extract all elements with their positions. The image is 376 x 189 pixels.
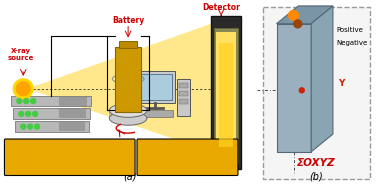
Bar — [59, 97, 86, 105]
Bar — [216, 32, 236, 159]
Circle shape — [299, 88, 304, 93]
Bar — [214, 28, 238, 163]
Text: Electrochemical
performance test system: Electrochemical performance test system — [15, 147, 124, 168]
Polygon shape — [276, 24, 311, 152]
Bar — [11, 96, 91, 106]
Text: Y: Y — [338, 79, 345, 88]
Bar — [179, 91, 188, 96]
Circle shape — [26, 111, 31, 116]
Bar — [263, 7, 370, 179]
Bar — [109, 110, 147, 118]
Bar — [15, 121, 88, 132]
Circle shape — [24, 99, 29, 104]
Text: X: X — [323, 56, 329, 65]
Bar — [59, 122, 85, 131]
Bar — [136, 74, 172, 100]
Polygon shape — [311, 6, 333, 152]
Ellipse shape — [109, 104, 147, 117]
Text: Z: Z — [296, 36, 302, 45]
Text: Computer
Imaging System: Computer Imaging System — [153, 147, 222, 168]
Circle shape — [17, 99, 22, 104]
Circle shape — [31, 99, 36, 104]
Text: X-ray
source: X-ray source — [8, 48, 35, 61]
Bar — [133, 71, 174, 103]
Bar — [179, 83, 188, 88]
Bar — [177, 79, 191, 116]
Polygon shape — [276, 6, 333, 24]
Circle shape — [288, 10, 299, 20]
Circle shape — [294, 20, 302, 28]
Polygon shape — [33, 24, 211, 152]
Bar — [179, 99, 188, 104]
Text: ΣOXYZ: ΣOXYZ — [297, 158, 335, 168]
Bar — [211, 16, 241, 169]
Circle shape — [33, 111, 38, 116]
FancyBboxPatch shape — [137, 139, 238, 176]
Text: Battery: Battery — [112, 16, 144, 25]
Bar — [135, 110, 173, 117]
Bar — [219, 43, 233, 147]
Bar — [115, 47, 141, 112]
Circle shape — [35, 124, 39, 129]
Circle shape — [28, 124, 33, 129]
Circle shape — [21, 124, 26, 129]
Bar — [119, 41, 137, 48]
Text: Detector: Detector — [202, 3, 240, 12]
Bar — [59, 109, 86, 118]
FancyBboxPatch shape — [5, 139, 135, 176]
Text: (a): (a) — [123, 171, 137, 181]
Bar — [13, 108, 89, 119]
Text: (b): (b) — [309, 171, 323, 181]
Circle shape — [16, 82, 30, 96]
Text: Positive: Positive — [302, 16, 363, 33]
Circle shape — [13, 79, 33, 99]
Ellipse shape — [109, 111, 147, 125]
Text: Negative: Negative — [305, 27, 367, 46]
Circle shape — [19, 111, 24, 116]
